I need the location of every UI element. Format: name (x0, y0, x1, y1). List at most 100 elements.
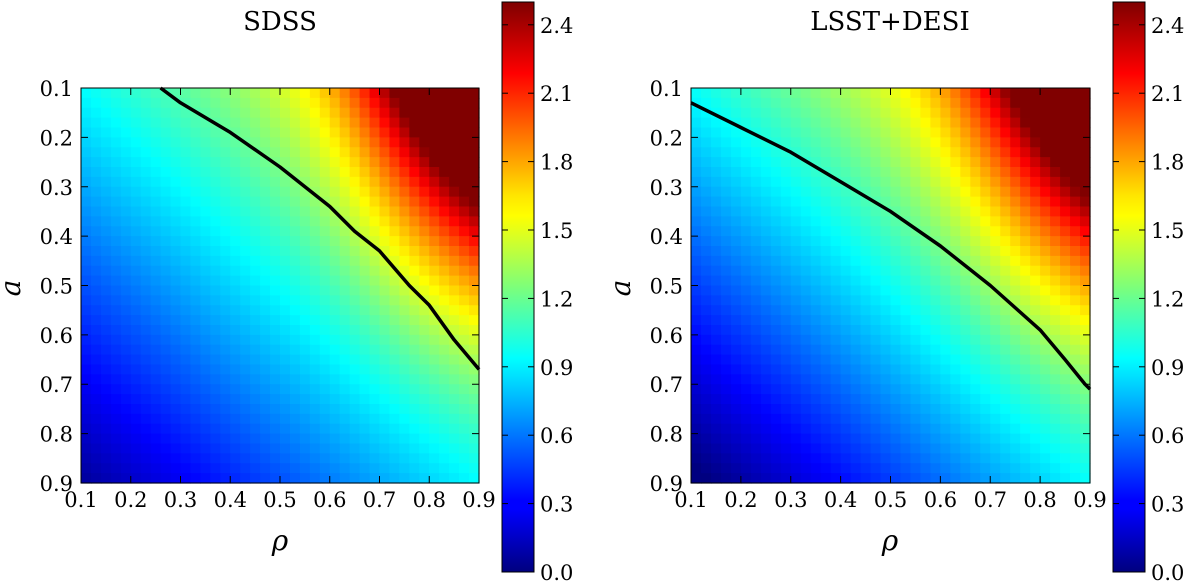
heatmap-cell (810, 137, 822, 148)
heatmap-cell (469, 275, 480, 287)
heatmap-cell (379, 305, 391, 316)
heatmap-cell (160, 344, 172, 356)
heatmap-cell (160, 463, 172, 474)
heatmap-cell (980, 473, 991, 484)
heatmap-cell (900, 453, 912, 464)
heatmap-cell (399, 354, 410, 366)
heatmap-cell (200, 453, 211, 464)
heatmap-cell (329, 334, 341, 346)
heatmap-cell (790, 413, 802, 425)
heatmap-cell (810, 157, 822, 168)
heatmap-cell (180, 384, 192, 395)
heatmap-cell (289, 216, 301, 227)
heatmap-cell (140, 216, 152, 227)
heatmap-cell (270, 216, 281, 227)
heatmap-cell (100, 176, 112, 188)
heatmap-cell (1010, 374, 1021, 385)
heatmap-cell (810, 117, 822, 129)
heatmap-cell (820, 374, 832, 385)
heatmap-cell (930, 384, 941, 395)
heatmap-cell (170, 186, 182, 198)
heatmap-cell (280, 443, 291, 454)
heatmap-cell (200, 176, 211, 188)
heatmap-cell (200, 463, 211, 474)
heatmap-cell (110, 255, 122, 267)
y-tick-label: 0.5 (650, 275, 683, 299)
heatmap-cell (860, 147, 872, 158)
heatmap-cell (449, 186, 460, 198)
heatmap-cell (810, 404, 822, 415)
heatmap-cell (459, 127, 470, 138)
heatmap-cell (230, 127, 241, 138)
heatmap-cell (1010, 226, 1021, 237)
heatmap-cell (830, 364, 842, 375)
heatmap-cell (800, 354, 812, 366)
heatmap-cell (359, 186, 371, 198)
heatmap-cell (1040, 384, 1051, 395)
heatmap-cell (1010, 157, 1021, 168)
heatmap-cell (900, 97, 912, 109)
heatmap-cell (369, 463, 381, 474)
heatmap-cell (289, 295, 301, 306)
heatmap-cell (770, 423, 782, 435)
heatmap-cell (230, 176, 241, 188)
heatmap-cell (220, 226, 231, 237)
heatmap-cell (230, 325, 241, 336)
heatmap-cell (691, 305, 702, 316)
heatmap-cell (399, 216, 410, 227)
heatmap-cell (820, 206, 832, 217)
heatmap-cell (120, 344, 132, 356)
heatmap-cell (140, 196, 152, 208)
heatmap-cell (160, 157, 172, 168)
heatmap-cell (1020, 404, 1031, 415)
heatmap-cell (840, 394, 852, 405)
heatmap-cell (230, 137, 241, 148)
heatmap-cell (100, 374, 112, 385)
heatmap-cell (770, 186, 782, 198)
heatmap-cell (750, 88, 762, 99)
heatmap-cell (270, 315, 281, 326)
heatmap-cell (220, 384, 231, 395)
heatmap-cell (379, 255, 391, 267)
heatmap-cell (900, 236, 912, 247)
heatmap-cell (960, 305, 971, 316)
heatmap-cell (260, 88, 271, 99)
heatmap-cell (980, 147, 991, 158)
heatmap-cell (120, 88, 132, 99)
heatmap-cell (1080, 167, 1091, 178)
heatmap-cell (1050, 473, 1061, 484)
heatmap-cell (299, 473, 311, 484)
heatmap-cell (1050, 443, 1061, 454)
heatmap-cell (289, 325, 301, 336)
heatmap-cell (280, 285, 291, 296)
heatmap-cell (81, 206, 92, 217)
heatmap-cell (850, 433, 862, 445)
heatmap-cell (170, 295, 182, 306)
heatmap-cell (1030, 354, 1041, 366)
heatmap-cell (389, 443, 400, 454)
heatmap-cell (449, 463, 460, 474)
heatmap-cell (369, 107, 381, 119)
heatmap-cell (800, 147, 812, 158)
heatmap-cell (459, 157, 470, 168)
y-tick-label: 0.3 (40, 176, 73, 200)
heatmap-cell (349, 167, 361, 178)
heatmap-cell (790, 453, 802, 464)
heatmap-cell (250, 473, 261, 484)
heatmap-cell (250, 354, 261, 366)
heatmap-cell (790, 216, 802, 227)
heatmap-cell (150, 305, 162, 316)
heatmap-cell (1060, 433, 1071, 445)
heatmap-cell (760, 167, 772, 178)
heatmap-cell (800, 443, 812, 454)
heatmap-cell (920, 196, 931, 208)
heatmap-cell (1000, 186, 1011, 198)
heatmap-cell (940, 157, 951, 168)
heatmap-cell (299, 453, 311, 464)
heatmap-cell (710, 384, 722, 395)
heatmap-cell (329, 473, 341, 484)
heatmap-cell (700, 334, 712, 346)
heatmap-cell (770, 216, 782, 227)
heatmap-cell (990, 463, 1001, 474)
heatmap-cell (910, 394, 922, 405)
